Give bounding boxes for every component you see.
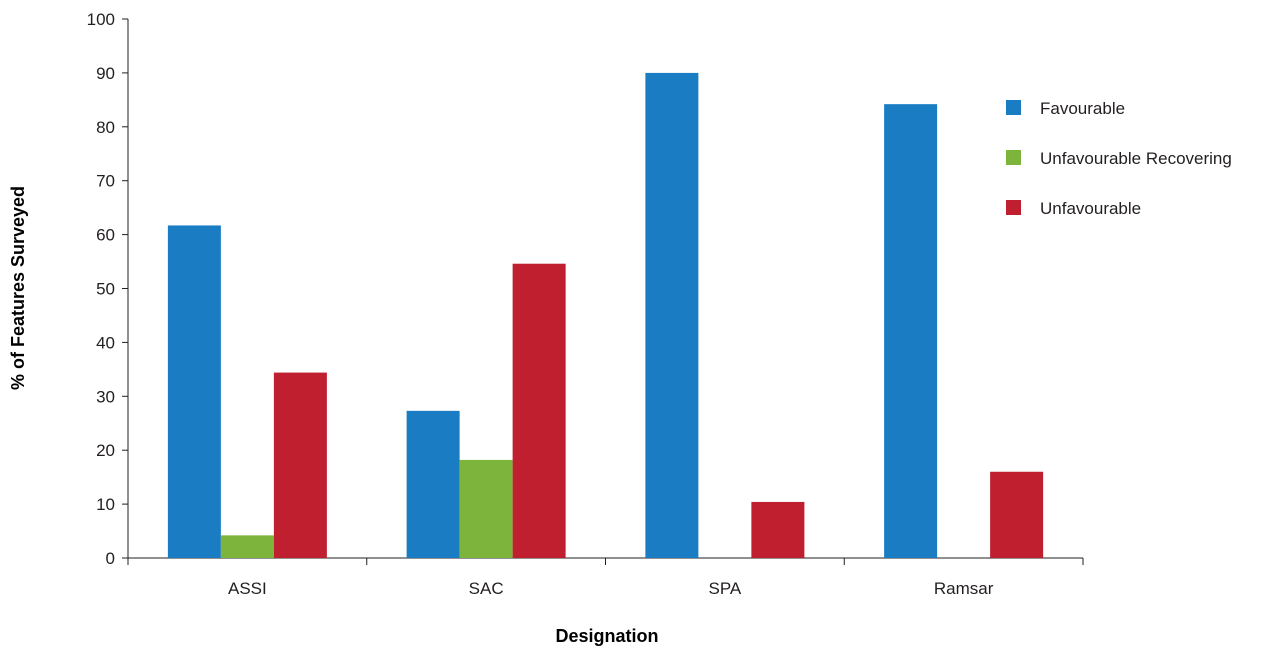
legend-swatch [1006,100,1021,115]
y-tick-label: 40 [96,333,115,352]
x-tick-label: ASSI [228,579,267,598]
bar-assi-favourable [167,225,221,558]
legend-swatch [1006,150,1021,165]
y-tick-label: 100 [87,10,115,29]
y-axis-title: % of Features Surveyed [8,186,28,390]
legend: Favourable Unfavourable Recovering Unfavou… [1006,99,1232,218]
x-tick-label: SAC [469,579,504,598]
x-axis-title: Designation [555,626,658,646]
bar-assi-unfavourable [273,372,327,558]
x-axis: ASSI SAC SPA Ramsar [127,557,1084,598]
bar-spa-favourable [645,72,699,559]
bar-ramsar-unfavourable [990,471,1044,558]
y-axis: 0 10 20 30 40 50 60 70 80 90 100 [87,10,129,568]
y-tick-label: 30 [96,387,115,406]
bar-sac-unfavourable-recovering [459,459,513,558]
bar-assi-unfavourable-recovering [220,535,274,558]
legend-label: Favourable [1040,99,1125,118]
y-tick-label: 0 [106,549,115,568]
x-tick-label: SPA [708,579,741,598]
legend-label: Unfavourable Recovering [1040,149,1232,168]
legend-label: Unfavourable [1040,199,1141,218]
legend-swatch [1006,200,1021,215]
y-tick-label: 50 [96,280,115,299]
y-tick-label: 90 [96,64,115,83]
y-tick-label: 10 [96,495,115,514]
bar-sac-favourable [406,410,460,558]
bars-group [167,72,1044,559]
bar-spa-unfavourable [751,501,805,558]
y-tick-label: 70 [96,172,115,191]
y-tick-label: 80 [96,118,115,137]
bar-sac-unfavourable [512,263,566,558]
x-tick-label: Ramsar [934,579,994,598]
y-tick-label: 60 [96,226,115,245]
y-tick-label: 20 [96,441,115,460]
bar-ramsar-favourable [884,104,938,559]
